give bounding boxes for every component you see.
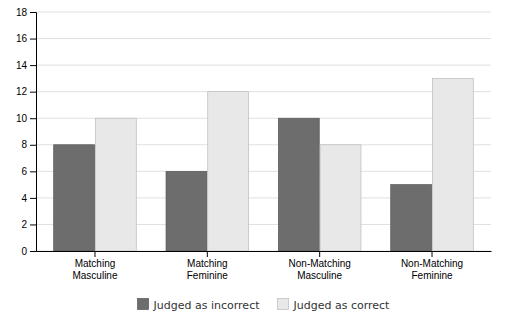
- legend-label: Judged as incorrect: [153, 299, 261, 312]
- y-tick: 18: [16, 7, 36, 18]
- x-tick: MatchingMasculine: [72, 251, 117, 281]
- y-axis-line: [30, 13, 37, 252]
- y-tick: 8: [21, 139, 36, 150]
- legend-swatch: [278, 299, 289, 310]
- bar: [320, 145, 361, 251]
- series: [95, 78, 473, 251]
- bar: [166, 171, 207, 251]
- y-tick-mark: [30, 65, 36, 66]
- x-axis-line: [37, 251, 492, 252]
- x-tick-label-line: Feminine: [411, 270, 453, 281]
- x-tick: Non-MatchingMasculine: [289, 251, 351, 281]
- grid-line: [36, 38, 491, 39]
- y-tick-label: 14: [16, 60, 28, 71]
- y-tick: 16: [16, 33, 36, 44]
- legend: Judged as incorrect Judged as correct: [138, 299, 391, 312]
- x-tick-label: MatchingFeminine: [187, 258, 229, 281]
- legend-item: Judged as incorrect: [138, 299, 261, 312]
- y-tick-label: 18: [16, 7, 28, 18]
- x-tick-label-line: Non-Matching: [289, 258, 351, 269]
- x-tick-label: Non-MatchingMasculine: [289, 258, 351, 281]
- y-tick-mark: [30, 12, 36, 13]
- y-tick-label: 10: [16, 113, 28, 124]
- y-tick-mark: [30, 198, 36, 199]
- grid: [36, 12, 491, 251]
- bar: [95, 118, 136, 251]
- x-tick-label-line: Feminine: [187, 270, 229, 281]
- x-tick-mark: [432, 251, 433, 257]
- x-tick-mark: [207, 251, 208, 257]
- x-tick: MatchingFeminine: [187, 251, 229, 281]
- y-tick-label: 0: [21, 246, 27, 257]
- legend-swatch: [138, 299, 149, 310]
- x-tick-label-line: Matching: [75, 258, 116, 269]
- bars: [54, 78, 474, 251]
- x-axis: MatchingMasculineMatchingFeminineNon-Mat…: [37, 251, 492, 281]
- y-tick: 0: [21, 246, 36, 257]
- x-tick: Non-MatchingFeminine: [401, 251, 463, 281]
- bar: [208, 92, 249, 251]
- y-tick-label: 6: [21, 166, 27, 177]
- x-tick-label: Non-MatchingFeminine: [401, 258, 463, 281]
- y-tick-mark: [30, 39, 36, 40]
- x-tick-label: MatchingMasculine: [72, 258, 117, 281]
- y-tick: 2: [21, 219, 36, 230]
- y-tick: 10: [16, 113, 36, 124]
- x-tick-label-line: Non-Matching: [401, 258, 463, 269]
- legend-item: Judged as correct: [278, 299, 391, 312]
- bar: [278, 118, 319, 251]
- bar: [432, 78, 473, 251]
- legend-label: Judged as correct: [293, 299, 391, 312]
- y-tick-mark: [30, 145, 36, 146]
- x-tick-label-line: Masculine: [297, 270, 342, 281]
- x-tick-label-line: Matching: [187, 258, 228, 269]
- y-tick: 6: [21, 166, 36, 177]
- grid-line: [36, 12, 491, 13]
- grid-line: [36, 65, 491, 66]
- bar: [391, 185, 432, 251]
- y-tick-label: 12: [16, 86, 28, 97]
- plot: 024681012141618MatchingMasculineMatching…: [16, 7, 492, 281]
- y-tick: 14: [16, 60, 36, 71]
- y-tick-label: 4: [21, 193, 27, 204]
- y-tick: 12: [16, 86, 36, 97]
- chart: 024681012141618MatchingMasculineMatching…: [0, 0, 505, 317]
- x-tick-mark: [94, 251, 95, 257]
- y-axis: 0 2 4 6 8 10 12 14 16 18: [16, 7, 37, 257]
- y-tick-mark: [30, 171, 36, 172]
- y-tick-label: 8: [21, 139, 27, 150]
- y-tick-mark: [30, 118, 36, 119]
- bar: [54, 145, 95, 251]
- y-tick-mark: [30, 251, 36, 252]
- y-tick: 4: [21, 193, 36, 204]
- x-tick-mark: [319, 251, 320, 257]
- y-tick-mark: [30, 224, 36, 225]
- y-tick-label: 16: [16, 33, 28, 44]
- x-tick-label-line: Masculine: [72, 270, 117, 281]
- y-tick-mark: [30, 92, 36, 93]
- grid-line: [36, 91, 491, 92]
- y-tick-label: 2: [21, 219, 27, 230]
